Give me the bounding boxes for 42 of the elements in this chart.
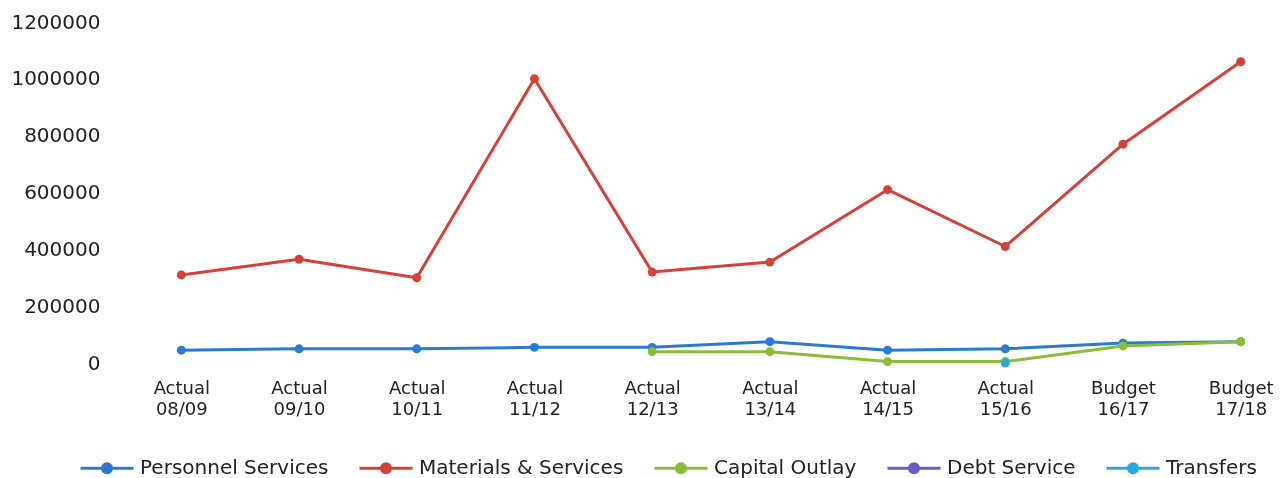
point xyxy=(176,270,186,280)
legend-label: Transfers xyxy=(1165,455,1257,478)
y-tick-label: 0 xyxy=(87,350,101,375)
y-tick-label: 600000 xyxy=(24,180,101,204)
x-tick-label: Budget 17/18 xyxy=(1208,376,1274,419)
point xyxy=(765,347,775,357)
x-tick-label: Actual 11/12 xyxy=(506,376,564,419)
x-tick-label: Actual 08/09 xyxy=(153,376,211,419)
point xyxy=(176,345,186,355)
point xyxy=(883,345,893,355)
point xyxy=(647,267,657,277)
y-tick-label: 200000 xyxy=(24,293,101,318)
point xyxy=(294,344,304,354)
point xyxy=(529,342,539,352)
x-tick-label: Actual 13/14 xyxy=(742,376,799,419)
legend-label: Capital Outlay xyxy=(714,455,857,478)
x-tick-label: Actual 09/10 xyxy=(271,376,328,419)
point xyxy=(1236,57,1246,67)
point xyxy=(883,357,893,367)
point xyxy=(1118,139,1128,149)
x-tick-label: Actual 10/11 xyxy=(389,376,446,419)
point xyxy=(765,337,775,347)
point xyxy=(765,257,775,267)
x-tick-label: Budget 16/17 xyxy=(1091,376,1156,419)
point xyxy=(529,74,539,84)
point xyxy=(1000,242,1010,251)
point xyxy=(647,347,657,357)
x-tick-label: Actual 15/16 xyxy=(977,376,1034,419)
point xyxy=(294,254,304,264)
legend-label: Debt Service xyxy=(947,455,1076,478)
y-tick-label: 1200000 xyxy=(11,9,101,34)
y-tick-label: 400000 xyxy=(24,236,101,261)
x-tick-label: Actual 12/13 xyxy=(624,376,681,419)
y-tick-label: 800000 xyxy=(24,123,101,148)
point xyxy=(412,273,422,283)
y-tick-label: 1000000 xyxy=(11,66,101,91)
legend-label: Personnel Services xyxy=(140,455,329,478)
point xyxy=(412,344,422,354)
legend-label: Materials & Services xyxy=(419,455,624,478)
point xyxy=(883,185,893,195)
point xyxy=(1000,344,1010,354)
x-tick-label: Actual 14/15 xyxy=(859,376,917,419)
